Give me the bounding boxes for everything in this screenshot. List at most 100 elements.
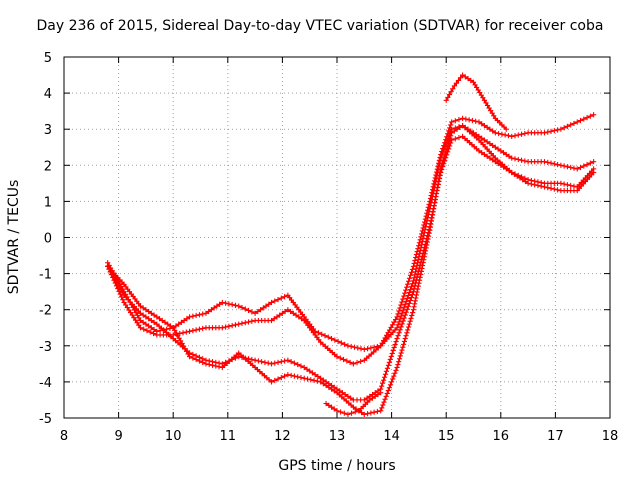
data-point-marker [364, 346, 371, 352]
data-point-marker [525, 180, 531, 186]
data-point-marker [465, 76, 471, 82]
data-point-marker [263, 303, 269, 309]
data-point-marker [445, 94, 451, 101]
y-tick-label: -3 [39, 340, 52, 355]
data-point-marker [272, 298, 278, 304]
data-point-marker [587, 160, 593, 166]
data-point-marker [219, 325, 225, 331]
data-point-marker [406, 289, 412, 296]
data-point-marker [268, 379, 275, 385]
data-point-marker [162, 319, 168, 325]
data-point-marker [287, 308, 294, 315]
data-point-marker [118, 287, 124, 293]
data-point-marker [416, 277, 423, 283]
data-point-marker [514, 173, 520, 179]
data-point-marker [509, 169, 515, 176]
data-point-marker [561, 125, 567, 131]
data-point-marker [293, 312, 299, 318]
data-point-marker [257, 307, 264, 313]
data-point-marker [581, 163, 587, 169]
data-point-marker [484, 124, 490, 130]
data-point-marker [407, 297, 413, 304]
y-tick-label: -1 [39, 268, 52, 283]
data-point-marker [298, 316, 305, 322]
data-point-marker [558, 162, 564, 168]
data-point-marker [401, 341, 407, 347]
data-point-marker [391, 373, 397, 379]
data-point-marker [502, 132, 508, 138]
data-point-marker [355, 345, 361, 351]
data-point-marker [548, 185, 554, 192]
data-point-marker [342, 341, 348, 347]
data-point-marker [456, 135, 462, 141]
x-tick-label: 14 [383, 429, 400, 444]
data-point-marker [503, 151, 509, 158]
data-point-marker [406, 275, 413, 281]
data-point-marker [146, 308, 152, 315]
data-point-marker [154, 314, 160, 320]
data-point-marker [397, 305, 403, 311]
data-point-marker [361, 397, 367, 403]
data-point-marker [242, 306, 248, 312]
data-point-marker [190, 355, 196, 361]
data-point-marker [209, 362, 216, 368]
data-point-marker [410, 263, 417, 269]
data-point-marker [444, 145, 450, 151]
data-point-marker [385, 387, 391, 394]
series-track-d [105, 122, 597, 417]
data-point-marker [415, 283, 421, 289]
data-point-marker [223, 324, 229, 330]
data-point-marker [469, 117, 476, 124]
data-point-marker [378, 390, 384, 396]
data-point-marker [140, 319, 146, 325]
x-axis-title: GPS time / hours [278, 458, 395, 474]
data-point-marker [285, 372, 291, 378]
data-point-marker [288, 359, 294, 365]
data-point-marker [331, 388, 337, 394]
data-point-marker [396, 330, 402, 336]
data-point-marker [463, 116, 469, 122]
data-point-marker [404, 284, 410, 290]
data-point-marker [401, 293, 407, 299]
data-point-marker [196, 312, 203, 318]
data-point-marker [402, 301, 408, 307]
data-point-marker [182, 346, 188, 352]
data-point-marker [479, 150, 485, 156]
data-point-marker [279, 310, 285, 316]
data-point-marker [419, 262, 426, 269]
y-tick-label: 1 [44, 195, 52, 210]
data-point-marker [137, 310, 144, 316]
data-point-marker [495, 146, 501, 152]
data-point-marker [290, 310, 296, 316]
data-point-marker [490, 157, 496, 163]
data-point-marker [400, 307, 406, 313]
data-point-marker [448, 89, 454, 95]
y-tick-label: -2 [39, 304, 52, 319]
data-point-marker [404, 306, 410, 312]
data-point-marker [401, 304, 407, 310]
data-point-marker [298, 363, 304, 369]
data-point-marker [203, 310, 209, 316]
data-point-marker [412, 257, 418, 264]
data-point-marker [137, 303, 144, 309]
data-point-marker [186, 354, 193, 360]
data-point-marker [232, 302, 239, 308]
data-point-marker [399, 299, 405, 305]
data-point-marker [249, 318, 255, 324]
data-point-marker [551, 161, 557, 167]
data-point-marker [200, 311, 206, 317]
data-point-marker [308, 377, 314, 383]
data-point-marker [268, 299, 275, 306]
data-point-marker [408, 315, 414, 321]
data-point-marker [442, 151, 448, 157]
data-point-marker [176, 321, 182, 327]
data-point-marker [265, 360, 271, 366]
data-point-marker [281, 358, 288, 364]
data-point-marker [334, 354, 340, 360]
data-point-marker [183, 329, 189, 335]
data-point-marker [281, 294, 288, 300]
data-point-marker [381, 374, 388, 380]
data-point-marker [453, 80, 460, 86]
data-point-marker [200, 325, 206, 332]
data-point-marker [448, 122, 454, 128]
